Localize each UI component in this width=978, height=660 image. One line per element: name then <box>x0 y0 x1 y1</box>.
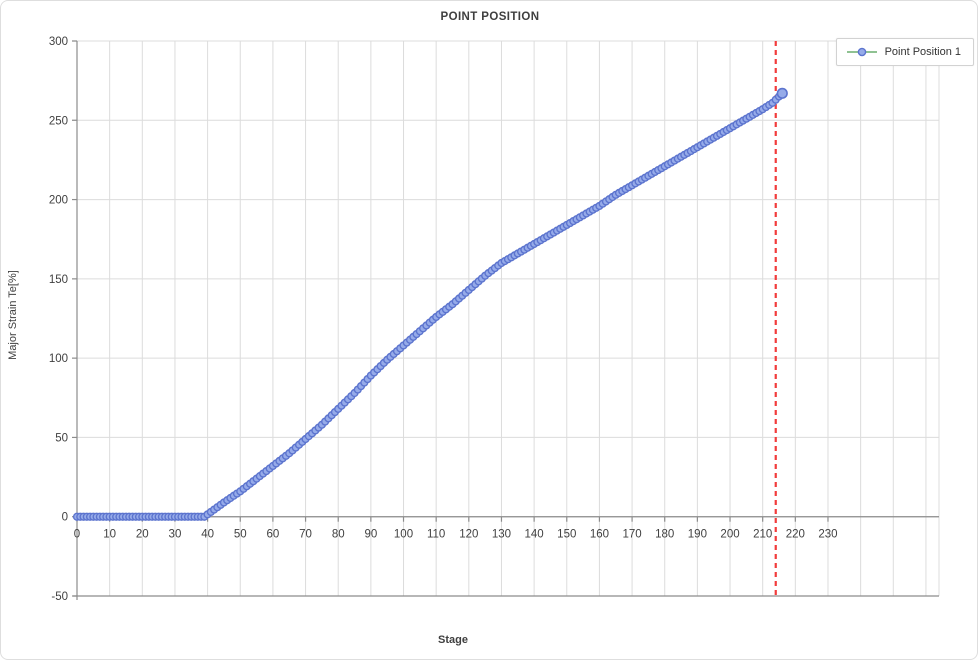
x-tick-label: 140 <box>525 529 544 541</box>
legend-series-label: Point Position 1 <box>884 46 961 58</box>
x-tick-label: 10 <box>103 529 116 541</box>
y-tick-label: 0 <box>62 512 68 524</box>
x-tick-label: 80 <box>332 529 345 541</box>
x-tick-label: 220 <box>786 529 805 541</box>
x-tick-label: 190 <box>688 529 707 541</box>
x-tick-label: 230 <box>818 529 837 541</box>
x-tick-label: 30 <box>169 529 182 541</box>
tick-labels: -50 0 50 100 150 200 250 300 0 10 20 30 40 50 60 70 80 90… <box>49 36 838 603</box>
chart-title: POINT POSITION <box>440 11 540 23</box>
x-tick-label: 50 <box>234 529 247 541</box>
final-data-point <box>776 87 788 99</box>
y-tick-label: 300 <box>49 36 68 48</box>
y-axis-title: Major Strain Te[%] <box>7 270 19 360</box>
y-tick-label: 50 <box>55 432 68 444</box>
y-tick-label: 100 <box>49 353 68 365</box>
y-tick-label: 150 <box>49 274 68 286</box>
y-tick-label: 250 <box>49 115 68 127</box>
gridlines <box>76 40 940 597</box>
x-tick-label: 200 <box>720 529 739 541</box>
x-tick-label: 120 <box>459 529 478 541</box>
x-axis-title: Stage <box>438 634 468 646</box>
x-tick-label: 70 <box>299 529 312 541</box>
x-tick-label: 90 <box>364 529 377 541</box>
x-tick-label: 160 <box>590 529 609 541</box>
series-point-position-1 <box>72 87 788 521</box>
x-tick-label: 170 <box>622 529 641 541</box>
x-tick-label: 20 <box>136 529 149 541</box>
x-tick-label: 40 <box>201 529 214 541</box>
x-tick-label: 150 <box>557 529 576 541</box>
x-tick-label: 100 <box>394 529 413 541</box>
x-tick-label: 180 <box>655 529 674 541</box>
y-tick-label: 200 <box>49 195 68 207</box>
x-tick-label: 110 <box>427 529 445 541</box>
x-tick-label: 60 <box>267 529 280 541</box>
x-tick-label: 210 <box>753 529 772 541</box>
x-tick-label: 0 <box>74 529 80 541</box>
x-tick-label: 130 <box>492 529 511 541</box>
y-tick-label: -50 <box>51 591 68 603</box>
legend[interactable]: Point Position 1 <box>835 38 974 66</box>
legend-series-icon <box>846 47 877 57</box>
axis-ticks <box>72 40 829 597</box>
